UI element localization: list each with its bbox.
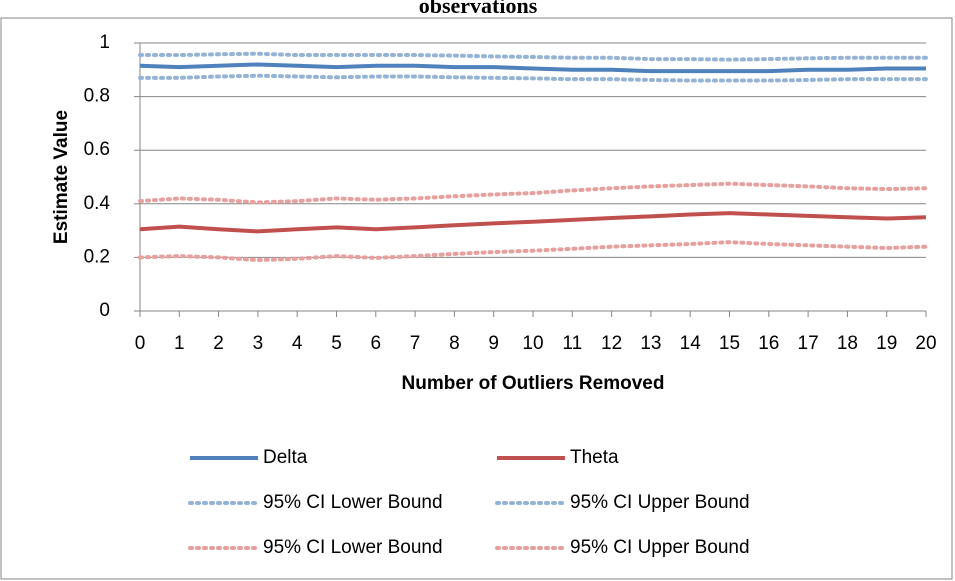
series-line <box>139 211 927 234</box>
x-tick-label: 7 <box>410 333 421 354</box>
y-tick-label: 0.2 <box>84 246 110 267</box>
chart-title: observations <box>419 0 538 18</box>
x-tick-label: 14 <box>680 333 702 354</box>
x-tick-label: 11 <box>562 333 582 354</box>
chart-border <box>0 17 953 580</box>
x-tick-label: 0 <box>135 333 146 354</box>
y-tick-label: 1 <box>99 32 110 53</box>
x-tick-label: 4 <box>292 333 303 354</box>
x-tick-label: 5 <box>331 333 342 354</box>
x-tick-label: 13 <box>640 333 661 354</box>
x-tick-label: 16 <box>758 333 779 354</box>
y-tick-label: 0.8 <box>84 86 110 107</box>
x-tick-label: 20 <box>915 333 936 354</box>
x-tick-label: 1 <box>174 333 185 354</box>
legend-label: Theta <box>570 447 619 468</box>
series-line <box>139 62 926 74</box>
y-tick-label: 0 <box>99 300 110 321</box>
legend-label: 95% CI Upper Bound <box>570 537 750 558</box>
x-tick-label: 15 <box>719 333 740 354</box>
y-axis-title: Estimate Value <box>51 110 72 244</box>
legend-label: 95% CI Lower Bound <box>263 537 443 558</box>
x-tick-label: 3 <box>253 333 264 354</box>
y-tick-label: 0.4 <box>84 193 111 214</box>
x-axis-title: Number of Outliers Removed <box>402 373 665 394</box>
x-tick-label: 18 <box>837 333 858 354</box>
x-tick-label: 9 <box>488 333 499 354</box>
series-line <box>138 240 928 263</box>
x-tick-label: 8 <box>449 333 460 354</box>
x-tick-label: 19 <box>876 333 897 354</box>
series-line <box>138 51 928 62</box>
x-tick-label: 6 <box>371 333 382 354</box>
series-line <box>138 181 928 205</box>
y-tick-label: 0.6 <box>84 139 110 160</box>
legend-label: 95% CI Upper Bound <box>570 492 750 513</box>
x-tick-label: 2 <box>213 333 224 354</box>
legend-label: Delta <box>263 447 308 468</box>
x-tick-label: 10 <box>522 333 543 354</box>
x-tick-label: 17 <box>798 333 819 354</box>
legend-label: 95% CI Lower Bound <box>263 492 443 513</box>
x-tick-label: 12 <box>601 333 622 354</box>
series-line <box>138 73 928 83</box>
